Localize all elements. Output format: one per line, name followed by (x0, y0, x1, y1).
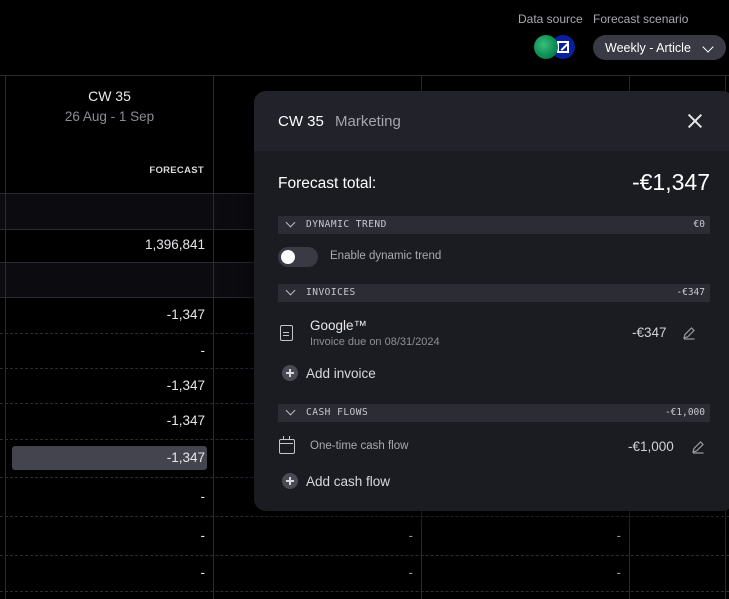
forecast-scenario-label: Forecast scenario (593, 12, 689, 26)
data-source-label: Data source (518, 12, 583, 26)
invoice-title[interactable]: Google™ (310, 318, 368, 333)
plus-circle-icon (282, 473, 298, 489)
data-source-selector[interactable] (534, 34, 575, 60)
section-invoices[interactable]: INVOICES -€347 (278, 284, 710, 302)
add-cash-flow-label: Add cash flow (306, 473, 391, 489)
panel-category: Marketing (335, 113, 401, 130)
table-cell[interactable]: - (200, 489, 206, 504)
table-cell[interactable]: - (616, 528, 622, 543)
table-cell[interactable]: 1,396,841 (144, 237, 205, 252)
table-cell[interactable]: -1,347 (166, 413, 205, 428)
forecast-total-label: Forecast total: (278, 175, 377, 192)
chevron-down-icon (285, 405, 296, 416)
column-type-label: FORECAST (149, 165, 204, 176)
panel-header: CW 35 Marketing (254, 91, 729, 151)
chevron-down-icon (285, 285, 296, 296)
table-cell[interactable]: - (200, 565, 206, 580)
row-divider (0, 555, 729, 556)
selected-cell-highlight (12, 446, 207, 470)
dynamic-trend-label: Enable dynamic trend (330, 250, 442, 262)
row-divider (0, 516, 729, 517)
column-header-cw35[interactable]: CW 35 26 Aug - 1 Sep (6, 88, 213, 124)
invoice-due-date: Invoice due on 08/31/2024 (310, 336, 440, 348)
dynamic-trend-toggle[interactable] (278, 247, 318, 267)
pencil-icon[interactable] (682, 326, 696, 340)
section-amount: -€347 (676, 287, 705, 298)
toggle-knob (281, 250, 295, 264)
top-bar: Data source Forecast scenario Weekly - A… (0, 0, 729, 75)
add-cash-flow-button[interactable]: Add cash flow (282, 473, 390, 489)
forecast-detail-panel: CW 35 Marketing Forecast total: -€1,347 … (254, 91, 729, 511)
close-icon[interactable] (686, 112, 704, 130)
document-icon (280, 325, 293, 341)
section-dynamic-trend[interactable]: DYNAMIC TREND €0 (278, 216, 710, 234)
table-cell[interactable]: - (200, 528, 206, 543)
section-amount: -€1,000 (664, 407, 705, 418)
bank-green-icon (534, 35, 558, 59)
column-divider (213, 75, 214, 599)
cash-flow-title[interactable]: One-time cash flow (310, 440, 409, 452)
section-cash-flows[interactable]: CASH FLOWS -€1,000 (278, 404, 710, 422)
column-divider (5, 75, 6, 599)
plus-circle-icon (282, 365, 298, 381)
add-invoice-label: Add invoice (306, 365, 376, 381)
pencil-icon[interactable] (691, 440, 705, 454)
forecast-scenario-value: Weekly - Article (605, 40, 691, 55)
table-cell[interactable]: - (408, 565, 414, 580)
invoice-amount: -€347 (632, 325, 667, 340)
panel-week: CW 35 (278, 113, 324, 130)
column-dates: 26 Aug - 1 Sep (64, 109, 155, 124)
forecast-scenario-dropdown[interactable]: Weekly - Article (593, 35, 726, 60)
chevron-down-icon (285, 217, 296, 228)
cash-flow-amount: -€1,000 (628, 439, 674, 454)
table-cell[interactable]: -1,347 (166, 307, 205, 322)
table-cell[interactable]: - (408, 528, 414, 543)
section-title: DYNAMIC TREND (306, 219, 387, 230)
row-divider (0, 591, 729, 592)
section-title: CASH FLOWS (306, 407, 369, 418)
calendar-icon (279, 436, 295, 454)
chevron-down-icon (702, 41, 714, 53)
table-cell[interactable]: - (200, 343, 206, 358)
table-cell[interactable]: -1,347 (166, 378, 205, 393)
forecast-total-value: -€1,347 (631, 169, 710, 195)
section-title: INVOICES (306, 287, 356, 298)
add-invoice-button[interactable]: Add invoice (282, 365, 376, 381)
section-amount: €0 (693, 219, 705, 230)
table-cell[interactable]: - (616, 565, 622, 580)
table-cell-selected[interactable]: -1,347 (166, 450, 205, 465)
column-week: CW 35 (88, 88, 131, 104)
